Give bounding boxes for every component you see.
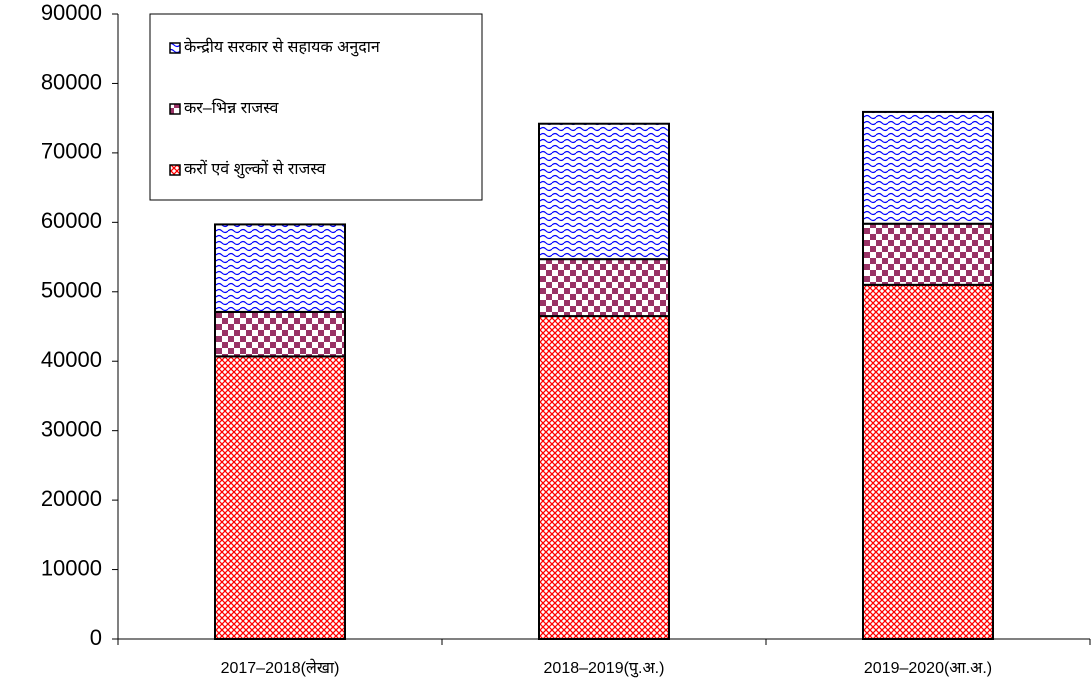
bar-segment (862, 110, 994, 225)
y-tick-label: 0 (90, 625, 102, 650)
x-tick-label: 2018–2019(पु.अ.) (544, 660, 665, 678)
y-tick-label: 40000 (41, 347, 102, 372)
bar-segment (538, 258, 670, 318)
legend-label: कर–भिन्न राजस्व (184, 98, 279, 117)
legend-swatch (169, 103, 181, 115)
y-tick-label: 30000 (41, 416, 102, 441)
bar-segment (214, 355, 346, 640)
y-tick-label: 10000 (41, 555, 102, 580)
y-tick-label: 70000 (41, 139, 102, 164)
bar-segment (538, 315, 670, 640)
y-tick-label: 20000 (41, 486, 102, 511)
bar-segment (214, 223, 346, 313)
bar-segment (538, 122, 670, 261)
legend-label: केन्द्रीय सरकार से सहायक अनुदान (184, 37, 381, 57)
x-tick-label: 2017–2018(लेखा) (221, 658, 340, 677)
x-tick-label: 2019–2020(आ.अ.) (864, 660, 992, 677)
legend-box (149, 13, 483, 201)
y-tick-label: 80000 (41, 69, 102, 94)
legend-swatch (169, 164, 181, 176)
bar-segment (862, 222, 994, 286)
legend-label: करों एवं शुल्कों से राजस्व (184, 159, 327, 179)
legend-swatch (169, 42, 181, 54)
y-tick-label: 60000 (41, 208, 102, 233)
bar-segment (214, 310, 346, 358)
bar-segment (862, 283, 994, 640)
y-tick-label: 50000 (41, 278, 102, 303)
y-tick-label: 90000 (41, 0, 102, 25)
